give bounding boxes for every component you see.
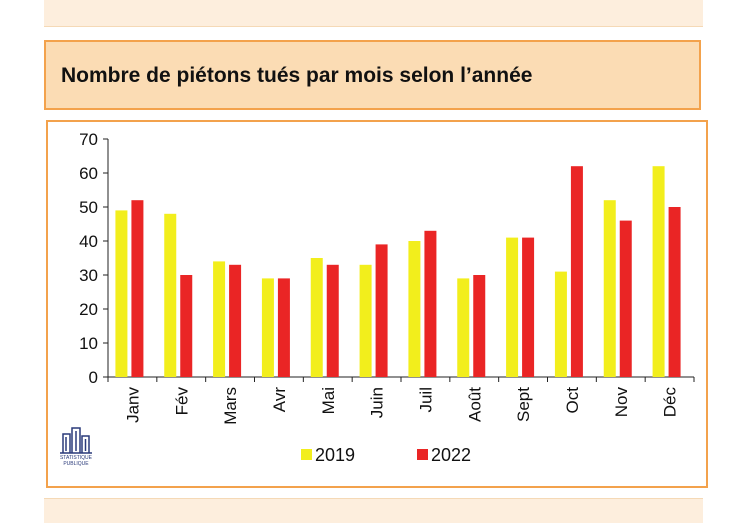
bar-2022-Fév [180,275,193,377]
y-tick-label: 70 [79,130,98,149]
legend-swatch-2022 [417,449,428,460]
x-tick-label: Nov [612,387,631,418]
y-tick-label: 30 [79,266,98,285]
bar-2019-Mars [213,261,226,377]
x-tick-label: Juil [416,387,435,413]
x-tick-label: Mai [319,387,338,414]
bottom-strip [44,498,703,523]
x-tick-label: Août [465,387,484,422]
y-tick-label: 10 [79,334,98,353]
bar-2019-Sept [506,237,519,377]
y-tick-label: 40 [79,232,98,251]
top-strip [44,0,703,27]
x-tick-label: Janv [123,387,142,423]
bar-2022-Mai [326,264,339,377]
y-tick-label: 60 [79,164,98,183]
bar-2019-Août [457,278,470,377]
y-tick-label: 0 [89,368,98,387]
bar-2019-Nov [603,200,616,377]
bar-2019-Mai [310,258,323,377]
x-tick-label: Oct [563,387,582,414]
y-tick-label: 20 [79,300,98,319]
bar-2022-Sept [522,237,535,377]
x-tick-label: Mars [221,387,240,425]
bar-2019-Janv [115,210,128,377]
bar-2022-Août [473,275,486,377]
legend-label-2022: 2022 [431,445,471,465]
x-tick-label: Juin [368,387,387,418]
bar-2022-Juil [424,230,437,377]
bar-2022-Juin [375,244,388,377]
page-title: Nombre de piétons tués par mois selon l’… [61,64,533,87]
bar-2019-Oct [554,271,567,377]
bar-2022-Déc [668,207,681,377]
bar-2022-Janv [131,200,144,377]
bar-2022-Oct [570,166,583,377]
logo-line-2: PUBLIQUE [63,461,89,467]
logo-line-1: STATISTIQUE [59,455,93,461]
building-icon [60,427,92,454]
legend-label-2019: 2019 [315,445,355,465]
x-tick-label: Fév [172,387,191,416]
bar-2019-Avr [261,278,274,377]
title-box: Nombre de piétons tués par mois selon l’… [44,40,701,110]
bar-2022-Nov [619,220,632,377]
bar-2022-Mars [229,264,242,377]
x-tick-label: Déc [661,387,680,418]
statistique-publique-logo: STATISTIQUE PUBLIQUE [58,425,94,473]
y-tick-label: 50 [79,198,98,217]
bar-2019-Déc [652,166,665,377]
bar-2019-Juil [408,241,421,377]
bar-2019-Juin [359,264,372,377]
x-tick-label: Avr [270,387,289,413]
bar-2022-Avr [277,278,290,377]
bar-2019-Fév [164,213,177,377]
x-tick-label: Sept [514,387,533,422]
legend-swatch-2019 [301,449,312,460]
